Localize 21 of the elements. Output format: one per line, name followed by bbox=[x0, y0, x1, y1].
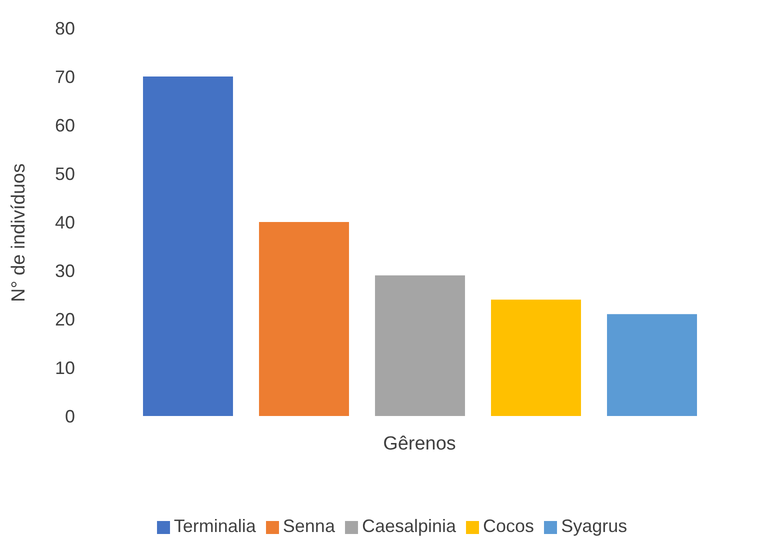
y-tick-label: 50 bbox=[54, 164, 75, 184]
bar bbox=[607, 314, 697, 416]
x-axis-title: Gêrenos bbox=[383, 433, 456, 454]
y-axis-title: N° de indivíduos bbox=[8, 163, 30, 302]
legend-label: Terminalia bbox=[174, 516, 256, 536]
y-tick-label: 40 bbox=[54, 212, 75, 232]
bar bbox=[143, 76, 233, 416]
bar bbox=[375, 275, 465, 416]
y-tick-label: 80 bbox=[54, 18, 75, 38]
legend-label: Syagrus bbox=[561, 516, 628, 536]
y-tick-label: 10 bbox=[54, 358, 75, 378]
y-tick-label: 30 bbox=[54, 260, 75, 281]
y-tick-label: 20 bbox=[54, 309, 75, 330]
y-tick-label: 70 bbox=[54, 66, 75, 87]
legend-label: Cocos bbox=[483, 516, 534, 536]
bar bbox=[491, 300, 581, 416]
y-tick-label: 60 bbox=[54, 115, 75, 136]
legend-label: Caesalpinia bbox=[362, 516, 456, 536]
legend-label: Senna bbox=[282, 516, 335, 536]
bar bbox=[259, 222, 349, 416]
y-tick-label: 0 bbox=[64, 406, 75, 426]
